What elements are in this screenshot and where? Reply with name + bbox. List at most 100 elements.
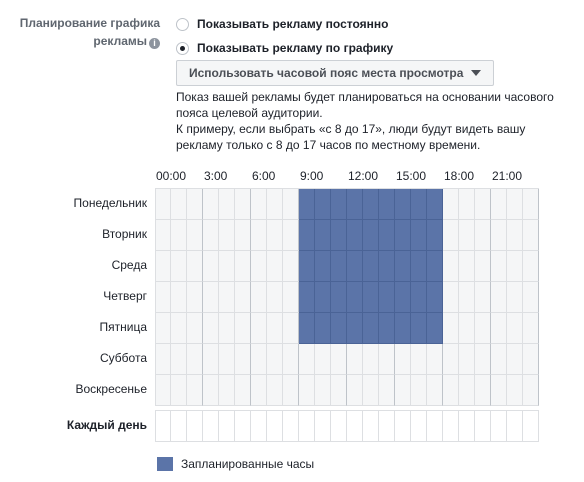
schedule-cell[interactable] <box>331 189 347 220</box>
schedule-cell[interactable] <box>187 282 203 313</box>
schedule-cell[interactable] <box>379 313 395 344</box>
schedule-cell[interactable] <box>395 189 411 220</box>
every-day-cell[interactable] <box>251 411 267 442</box>
schedule-cell[interactable] <box>203 344 219 375</box>
schedule-cell[interactable] <box>395 313 411 344</box>
every-day-cell[interactable] <box>299 411 315 442</box>
schedule-cell[interactable] <box>315 189 331 220</box>
every-day-cell[interactable] <box>411 411 427 442</box>
every-day-cell[interactable] <box>187 411 203 442</box>
schedule-cell[interactable] <box>267 251 283 282</box>
schedule-cell[interactable] <box>427 251 443 282</box>
schedule-cell[interactable] <box>155 313 171 344</box>
schedule-cell[interactable] <box>363 251 379 282</box>
schedule-cell[interactable] <box>507 313 523 344</box>
schedule-cell[interactable] <box>315 375 331 406</box>
schedule-cell[interactable] <box>363 220 379 251</box>
schedule-cell[interactable] <box>331 251 347 282</box>
schedule-cell[interactable] <box>251 220 267 251</box>
schedule-grid[interactable] <box>155 188 539 406</box>
schedule-cell[interactable] <box>395 375 411 406</box>
every-day-cell[interactable] <box>491 411 507 442</box>
schedule-cell[interactable] <box>219 251 235 282</box>
schedule-cell[interactable] <box>171 375 187 406</box>
schedule-cell[interactable] <box>395 282 411 313</box>
every-day-cell[interactable] <box>427 411 443 442</box>
schedule-cell[interactable] <box>347 189 363 220</box>
schedule-cell[interactable] <box>203 282 219 313</box>
schedule-cell[interactable] <box>235 220 251 251</box>
timezone-dropdown[interactable]: Использовать часовой пояс места просмотр… <box>176 60 494 86</box>
schedule-cell[interactable] <box>187 220 203 251</box>
schedule-cell[interactable] <box>155 344 171 375</box>
schedule-cell[interactable] <box>411 189 427 220</box>
schedule-cell[interactable] <box>475 220 491 251</box>
schedule-cell[interactable] <box>235 375 251 406</box>
schedule-cell[interactable] <box>251 313 267 344</box>
schedule-cell[interactable] <box>491 189 507 220</box>
schedule-cell[interactable] <box>491 375 507 406</box>
schedule-cell[interactable] <box>379 282 395 313</box>
schedule-cell[interactable] <box>187 251 203 282</box>
schedule-cell[interactable] <box>299 220 315 251</box>
schedule-cell[interactable] <box>459 375 475 406</box>
schedule-cell[interactable] <box>315 282 331 313</box>
schedule-cell[interactable] <box>459 313 475 344</box>
schedule-cell[interactable] <box>155 251 171 282</box>
schedule-cell[interactable] <box>155 375 171 406</box>
schedule-cell[interactable] <box>267 375 283 406</box>
schedule-cell[interactable] <box>427 313 443 344</box>
schedule-cell[interactable] <box>219 220 235 251</box>
schedule-cell[interactable] <box>283 251 299 282</box>
schedule-cell[interactable] <box>187 189 203 220</box>
schedule-cell[interactable] <box>235 313 251 344</box>
every-day-cell[interactable] <box>443 411 459 442</box>
schedule-cell[interactable] <box>331 220 347 251</box>
schedule-cell[interactable] <box>203 189 219 220</box>
schedule-cell[interactable] <box>347 251 363 282</box>
schedule-cell[interactable] <box>507 282 523 313</box>
schedule-cell[interactable] <box>427 189 443 220</box>
schedule-cell[interactable] <box>427 344 443 375</box>
schedule-cell[interactable] <box>395 251 411 282</box>
every-day-cell[interactable] <box>459 411 475 442</box>
schedule-cell[interactable] <box>235 251 251 282</box>
schedule-cell[interactable] <box>507 220 523 251</box>
every-day-cell[interactable] <box>363 411 379 442</box>
schedule-cell[interactable] <box>331 282 347 313</box>
every-day-cell[interactable] <box>379 411 395 442</box>
schedule-cell[interactable] <box>219 189 235 220</box>
schedule-cell[interactable] <box>299 251 315 282</box>
schedule-cell[interactable] <box>155 220 171 251</box>
schedule-cell[interactable] <box>523 282 539 313</box>
schedule-cell[interactable] <box>299 344 315 375</box>
every-day-cell[interactable] <box>523 411 539 442</box>
schedule-cell[interactable] <box>187 313 203 344</box>
schedule-cell[interactable] <box>363 344 379 375</box>
every-day-cell[interactable] <box>267 411 283 442</box>
schedule-cell[interactable] <box>443 313 459 344</box>
schedule-cell[interactable] <box>475 189 491 220</box>
schedule-cell[interactable] <box>347 282 363 313</box>
schedule-cell[interactable] <box>507 189 523 220</box>
schedule-cell[interactable] <box>411 375 427 406</box>
schedule-cell[interactable] <box>203 251 219 282</box>
schedule-cell[interactable] <box>395 344 411 375</box>
schedule-cell[interactable] <box>315 251 331 282</box>
info-icon[interactable]: i <box>149 38 160 49</box>
schedule-cell[interactable] <box>219 282 235 313</box>
schedule-cell[interactable] <box>459 189 475 220</box>
schedule-cell[interactable] <box>171 344 187 375</box>
schedule-cell[interactable] <box>315 344 331 375</box>
schedule-cell[interactable] <box>475 251 491 282</box>
schedule-cell[interactable] <box>379 251 395 282</box>
every-day-cell[interactable] <box>203 411 219 442</box>
schedule-cell[interactable] <box>491 282 507 313</box>
schedule-cell[interactable] <box>315 220 331 251</box>
schedule-cell[interactable] <box>411 282 427 313</box>
schedule-cell[interactable] <box>267 220 283 251</box>
schedule-cell[interactable] <box>475 375 491 406</box>
schedule-cell[interactable] <box>267 282 283 313</box>
schedule-cell[interactable] <box>523 220 539 251</box>
schedule-cell[interactable] <box>155 282 171 313</box>
